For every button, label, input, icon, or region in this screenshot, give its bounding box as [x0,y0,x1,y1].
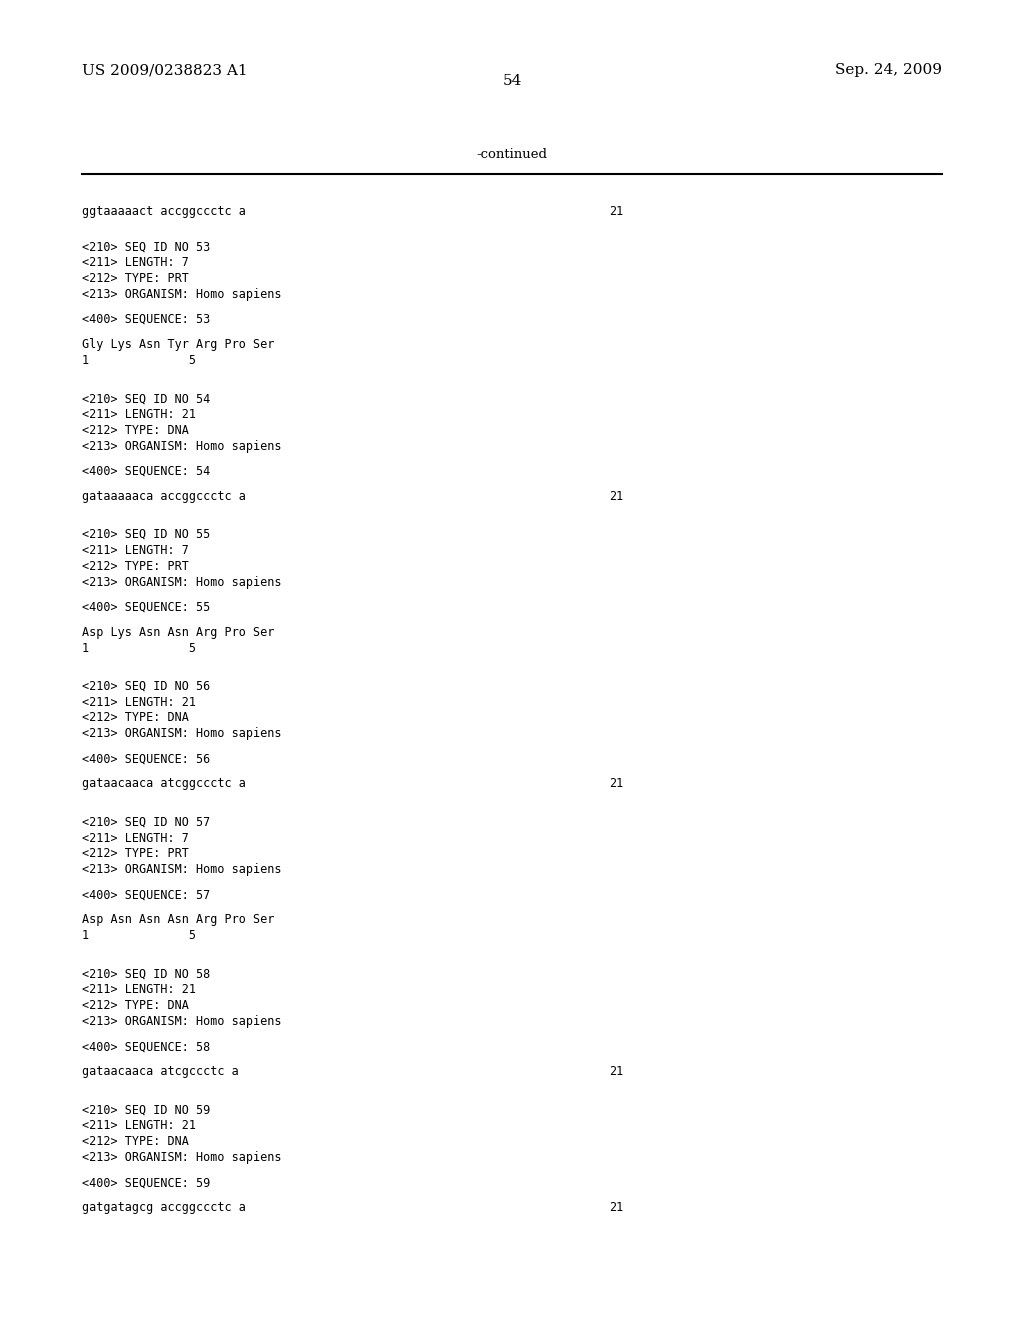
Text: <400> SEQUENCE: 58: <400> SEQUENCE: 58 [82,1040,210,1053]
Text: 21: 21 [609,1201,624,1214]
Text: <400> SEQUENCE: 55: <400> SEQUENCE: 55 [82,601,210,614]
Text: 1              5: 1 5 [82,929,196,942]
Text: 1              5: 1 5 [82,642,196,655]
Text: <211> LENGTH: 21: <211> LENGTH: 21 [82,983,196,997]
Text: 21: 21 [609,1065,624,1078]
Text: gataaaaaca accggccctc a: gataaaaaca accggccctc a [82,490,246,503]
Text: <210> SEQ ID NO 53: <210> SEQ ID NO 53 [82,240,210,253]
Text: <212> TYPE: DNA: <212> TYPE: DNA [82,424,188,437]
Text: <211> LENGTH: 21: <211> LENGTH: 21 [82,1119,196,1133]
Text: 1              5: 1 5 [82,354,196,367]
Text: <213> ORGANISM: Homo sapiens: <213> ORGANISM: Homo sapiens [82,576,282,589]
Text: <213> ORGANISM: Homo sapiens: <213> ORGANISM: Homo sapiens [82,863,282,876]
Text: gataacaaca atcgccctc a: gataacaaca atcgccctc a [82,1065,239,1078]
Text: gatgatagcg accggccctc a: gatgatagcg accggccctc a [82,1201,246,1214]
Text: Gly Lys Asn Tyr Arg Pro Ser: Gly Lys Asn Tyr Arg Pro Ser [82,338,274,351]
Text: <400> SEQUENCE: 54: <400> SEQUENCE: 54 [82,465,210,478]
Text: <212> TYPE: PRT: <212> TYPE: PRT [82,847,188,861]
Text: Sep. 24, 2009: Sep. 24, 2009 [836,63,942,78]
Text: <213> ORGANISM: Homo sapiens: <213> ORGANISM: Homo sapiens [82,440,282,453]
Text: <210> SEQ ID NO 57: <210> SEQ ID NO 57 [82,816,210,829]
Text: <210> SEQ ID NO 55: <210> SEQ ID NO 55 [82,528,210,541]
Text: <211> LENGTH: 21: <211> LENGTH: 21 [82,408,196,421]
Text: <212> TYPE: DNA: <212> TYPE: DNA [82,711,188,725]
Text: <213> ORGANISM: Homo sapiens: <213> ORGANISM: Homo sapiens [82,1151,282,1164]
Text: <213> ORGANISM: Homo sapiens: <213> ORGANISM: Homo sapiens [82,288,282,301]
Text: <212> TYPE: PRT: <212> TYPE: PRT [82,272,188,285]
Text: <211> LENGTH: 7: <211> LENGTH: 7 [82,832,188,845]
Text: 54: 54 [503,74,521,88]
Text: Asp Lys Asn Asn Arg Pro Ser: Asp Lys Asn Asn Arg Pro Ser [82,626,274,639]
Text: <210> SEQ ID NO 59: <210> SEQ ID NO 59 [82,1104,210,1117]
Text: 21: 21 [609,205,624,218]
Text: <213> ORGANISM: Homo sapiens: <213> ORGANISM: Homo sapiens [82,1015,282,1028]
Text: <211> LENGTH: 7: <211> LENGTH: 7 [82,544,188,557]
Text: gataacaaca atcggccctc a: gataacaaca atcggccctc a [82,777,246,791]
Text: US 2009/0238823 A1: US 2009/0238823 A1 [82,63,248,78]
Text: <400> SEQUENCE: 59: <400> SEQUENCE: 59 [82,1176,210,1189]
Text: ggtaaaaact accggccctc a: ggtaaaaact accggccctc a [82,205,246,218]
Text: 21: 21 [609,490,624,503]
Text: <400> SEQUENCE: 53: <400> SEQUENCE: 53 [82,313,210,326]
Text: <212> TYPE: PRT: <212> TYPE: PRT [82,560,188,573]
Text: <212> TYPE: DNA: <212> TYPE: DNA [82,999,188,1012]
Text: 21: 21 [609,777,624,791]
Text: <213> ORGANISM: Homo sapiens: <213> ORGANISM: Homo sapiens [82,727,282,741]
Text: <400> SEQUENCE: 57: <400> SEQUENCE: 57 [82,888,210,902]
Text: Asp Asn Asn Asn Arg Pro Ser: Asp Asn Asn Asn Arg Pro Ser [82,913,274,927]
Text: -continued: -continued [476,148,548,161]
Text: <400> SEQUENCE: 56: <400> SEQUENCE: 56 [82,752,210,766]
Text: <211> LENGTH: 7: <211> LENGTH: 7 [82,256,188,269]
Text: <210> SEQ ID NO 56: <210> SEQ ID NO 56 [82,680,210,693]
Text: <210> SEQ ID NO 54: <210> SEQ ID NO 54 [82,392,210,405]
Text: <211> LENGTH: 21: <211> LENGTH: 21 [82,696,196,709]
Text: <210> SEQ ID NO 58: <210> SEQ ID NO 58 [82,968,210,981]
Text: <212> TYPE: DNA: <212> TYPE: DNA [82,1135,188,1148]
